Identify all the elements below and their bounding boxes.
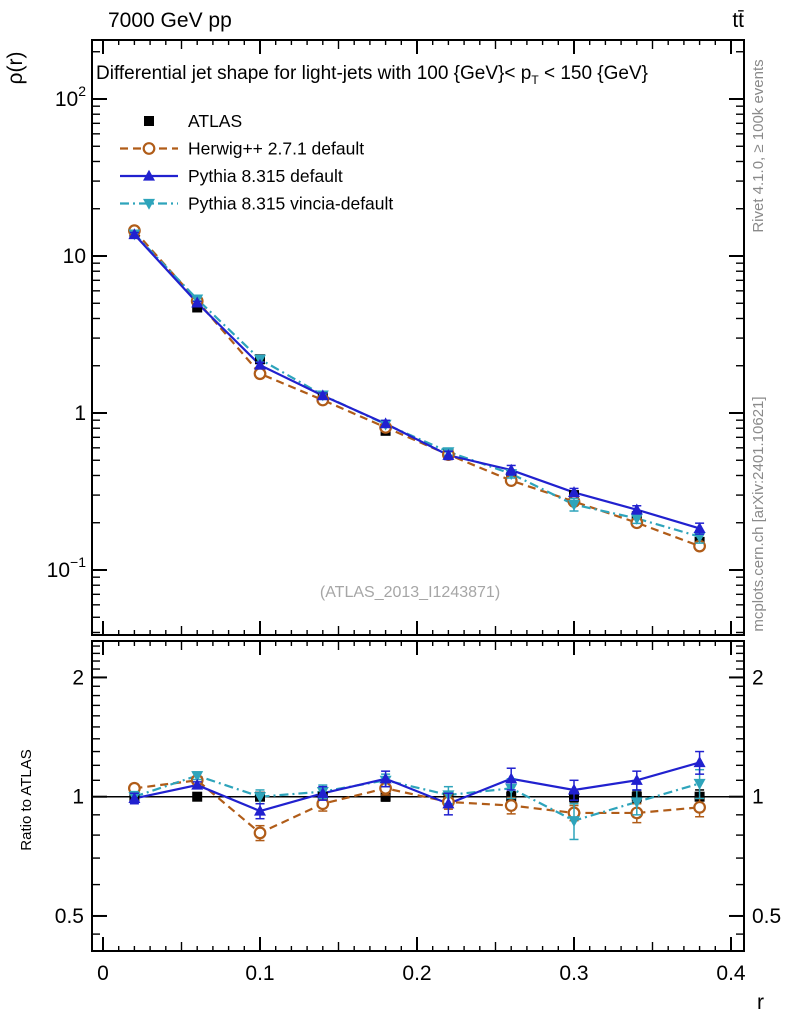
axis-tick-labels: 102 10 1 10−1 2 2 1 1 0.5 0.5 0 0.1 0.2 0.3 0.4 [47,83,782,985]
ratio-y-tick-label-right: 0.5 [752,905,781,928]
pythia-vincia-points-main [128,229,706,544]
plot-title-sub: T [531,72,539,87]
pythia-vincia-line-main [133,233,700,538]
analysis-watermark: (ATLAS_2013_I1243871) [319,584,501,601]
x-axis-title: r [757,991,764,1014]
ratio-y-axis-title: Ratio to ATLAS [18,749,35,850]
legend-item-herwig: Herwig++ 2.7.1 default [120,139,364,159]
x-tick-label: 0.2 [402,962,431,985]
ratio-y-tick-label-right: 1 [752,786,764,809]
y-ticks-ratio [93,645,743,935]
plot-title-pre: Differential jet shape for light-jets wi… [96,63,532,84]
main-y-tick-label: 10−1 [47,554,87,582]
legend-item-pythia-vincia: Pythia 8.315 vincia-default [120,194,393,214]
herwig-line-ratio [134,779,700,835]
pythia-default-line-main [133,233,700,530]
legend-item-atlas: ATLAS [144,111,242,131]
herwig-points-main [127,224,706,553]
atlas-points-main [129,229,705,547]
x-tick-label: 0.4 [716,962,746,985]
herwig-line-main [133,229,700,548]
pythia-default-line-ratio [134,761,700,813]
legend: ATLAS Herwig++ 2.7.1 default Pythia 8.315 … [120,111,393,214]
y-ticks-main [93,51,743,634]
pythia-vincia-points-ratio [128,768,706,841]
pythia-default-points-main [128,228,706,535]
plot-title-post: < 150 {GeV} [538,63,649,84]
main-y-axis-title: ρ(r) [4,52,27,85]
main-y-tick-label: 1 [74,402,86,425]
x-ticks [102,40,732,951]
pythia-default-points-ratio [128,750,706,820]
plot-title: Differential jet shape for light-jets wi… [96,63,648,87]
legend-item-pythia-default: Pythia 8.315 default [120,166,343,186]
legend-label-atlas: ATLAS [188,111,242,131]
x-tick-label: 0.1 [245,962,274,985]
legend-label-pythia-vincia: Pythia 8.315 vincia-default [188,194,393,214]
ratio-y-tick-label: 2 [72,666,84,689]
process-label: tt̄ [732,9,744,32]
main-y-tick-label: 10 [63,245,86,268]
ratio-y-tick-label: 0.5 [55,905,84,928]
legend-label-herwig: Herwig++ 2.7.1 default [188,139,364,159]
x-tick-label: 0.3 [559,962,588,985]
beam-energy-label: 7000 GeV pp [108,9,232,32]
rivet-version-note: Rivet 4.1.0, ≥ 100k events [750,59,767,232]
herwig-points-ratio [127,773,706,842]
mcplots-reference-note: mcplots.cern.ch [arXiv:2401.10621] [750,396,767,631]
ratio-y-tick-label: 1 [72,786,84,809]
main-y-tick-label: 102 [55,83,86,111]
x-tick-label: 0 [97,962,109,985]
ratio-y-tick-label-right: 2 [752,666,764,689]
legend-label-pythia-default: Pythia 8.315 default [188,166,343,186]
pythia-vincia-line-ratio [134,774,700,822]
